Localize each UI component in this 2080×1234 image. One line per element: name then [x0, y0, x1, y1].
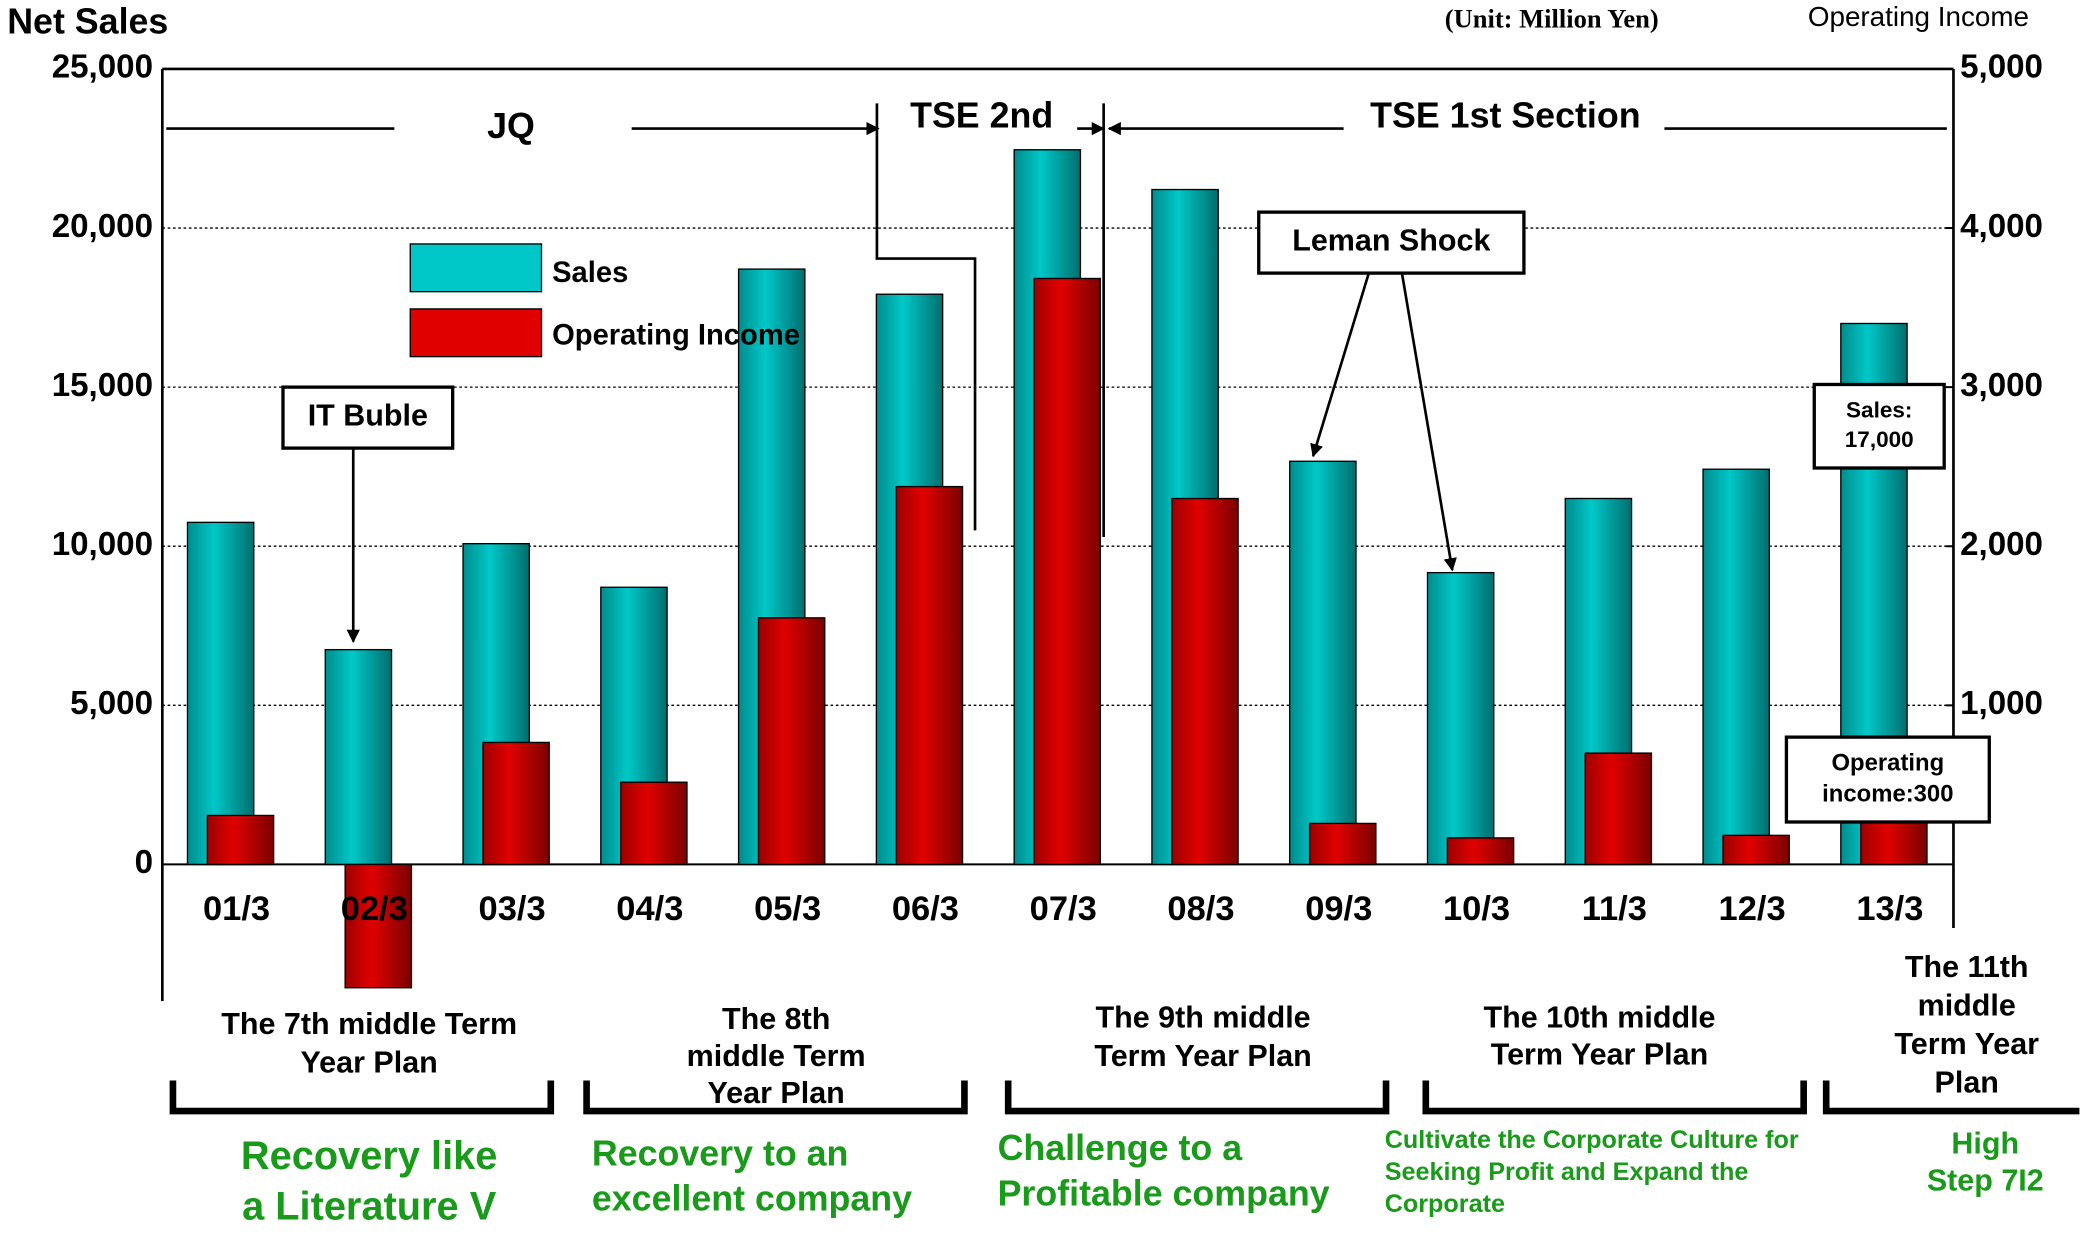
callout-text: Operating — [1831, 749, 1944, 776]
bar-shade — [1860, 816, 1927, 865]
x-tick-label: 07/3 — [1030, 890, 1097, 928]
x-tick-label: 12/3 — [1719, 890, 1786, 928]
bar-shade — [758, 617, 825, 865]
unit-label: (Unit: Million Yen) — [1445, 3, 1659, 33]
bar-shade — [207, 815, 274, 865]
x-tick-label: 08/3 — [1167, 890, 1234, 928]
x-tick-label: 13/3 — [1856, 890, 1923, 928]
plan-slogan: a Literature V — [242, 1185, 497, 1229]
x-tick-label: 09/3 — [1305, 890, 1372, 928]
plan-label: middle — [1918, 989, 2016, 1023]
y2-tick-label: 3,000 — [1960, 367, 2043, 404]
y2-tick-label: 1,000 — [1960, 685, 2043, 722]
plan-slogan: Step 7I2 — [1927, 1164, 2044, 1198]
plan-label: Term Year Plan — [1094, 1039, 1311, 1073]
legend-label: Sales — [552, 257, 628, 289]
y-tick-label: 15,000 — [52, 367, 153, 404]
plan-slogan: excellent company — [592, 1179, 912, 1219]
bar-shade — [896, 486, 963, 865]
bar-shade — [325, 649, 392, 865]
x-tick-label: 04/3 — [616, 890, 683, 928]
market-label: JQ — [487, 106, 535, 146]
market-label: TSE 1st Section — [1370, 95, 1640, 135]
plan-label: The 8th — [722, 1002, 830, 1036]
callout-text: income:300 — [1822, 780, 1953, 807]
plan-label: The 10th middle — [1483, 1001, 1715, 1035]
plan-label: Plan — [1935, 1066, 1999, 1100]
callout-box — [1812, 382, 1946, 470]
callout-text: 17,000 — [1845, 427, 1914, 452]
y2-tick-label: 2,000 — [1960, 526, 2043, 563]
plan-label: The 7th middle Term — [221, 1007, 517, 1041]
bar-shade — [1034, 278, 1101, 865]
bar-shade — [1171, 498, 1239, 865]
callout-box — [281, 385, 455, 450]
x-tick-label: 03/3 — [479, 890, 546, 928]
x-tick-label: 11/3 — [1582, 890, 1647, 928]
x-tick-label: 02/3 — [341, 890, 408, 928]
y-tick-label: 10,000 — [52, 526, 153, 563]
bar-shade — [1447, 837, 1514, 865]
x-tick-label: 10/3 — [1443, 890, 1510, 928]
bar-shade — [345, 864, 412, 988]
x-tick-label: 01/3 — [203, 890, 270, 928]
callout-box — [1784, 735, 1991, 824]
callout-text: IT Buble — [308, 399, 428, 433]
callout-box — [1257, 210, 1526, 275]
plan-slogan: Profitable company — [998, 1173, 1330, 1213]
plan-label: The 9th middle — [1096, 1001, 1311, 1035]
plan-slogan: Corporate — [1385, 1190, 1505, 1218]
y-tick-label: 5,000 — [70, 685, 153, 722]
legend-swatch — [409, 243, 543, 293]
plan-slogan: Seeking Profit and Expand the — [1385, 1158, 1749, 1186]
plan-label: Term Year — [1894, 1027, 2039, 1061]
plan-label: The 11th — [1905, 950, 2029, 984]
bar-shade — [1703, 469, 1770, 865]
plan-label: middle Term — [687, 1039, 866, 1073]
bar-shade — [187, 522, 254, 865]
plan-label: Year Plan — [708, 1076, 845, 1110]
plan-slogan: Recovery to an — [592, 1134, 849, 1174]
y2-axis-title: Operating Income — [1808, 1, 2029, 32]
callout-text: Sales: — [1846, 398, 1912, 423]
plan-slogan: High — [1951, 1127, 2019, 1161]
y-tick-label: 25,000 — [52, 49, 153, 86]
y-tick-label: 0 — [135, 844, 153, 881]
plan-label: Year Plan — [301, 1046, 438, 1080]
bar-shade — [620, 782, 687, 865]
plan-label: Term Year Plan — [1491, 1038, 1708, 1072]
callout-text: Leman Shock — [1292, 224, 1490, 258]
y-tick-label: 20,000 — [52, 208, 153, 245]
bar-shade — [482, 742, 550, 865]
x-tick-label: 05/3 — [754, 890, 821, 928]
market-label: TSE 2nd — [910, 95, 1053, 135]
plan-slogan: Cultivate the Corporate Culture for — [1385, 1126, 1799, 1154]
legend-label: Operating Income — [552, 319, 800, 351]
bar-shade — [1585, 753, 1652, 865]
bar-shade — [1289, 461, 1356, 865]
plan-brackets — [169, 1080, 2080, 1115]
plan-slogan: Recovery like — [241, 1134, 497, 1178]
x-tick-label: 06/3 — [892, 890, 959, 928]
y-axis-title: Net Sales — [7, 1, 168, 41]
plan-slogan: Challenge to a — [998, 1128, 1244, 1168]
y2-tick-label: 4,000 — [1960, 208, 2043, 245]
legend-swatch — [409, 308, 543, 358]
bar-shade — [1722, 835, 1790, 865]
y2-tick-label: 5,000 — [1960, 49, 2043, 86]
bar-shade — [1427, 572, 1494, 865]
bar-shade — [1309, 823, 1376, 865]
